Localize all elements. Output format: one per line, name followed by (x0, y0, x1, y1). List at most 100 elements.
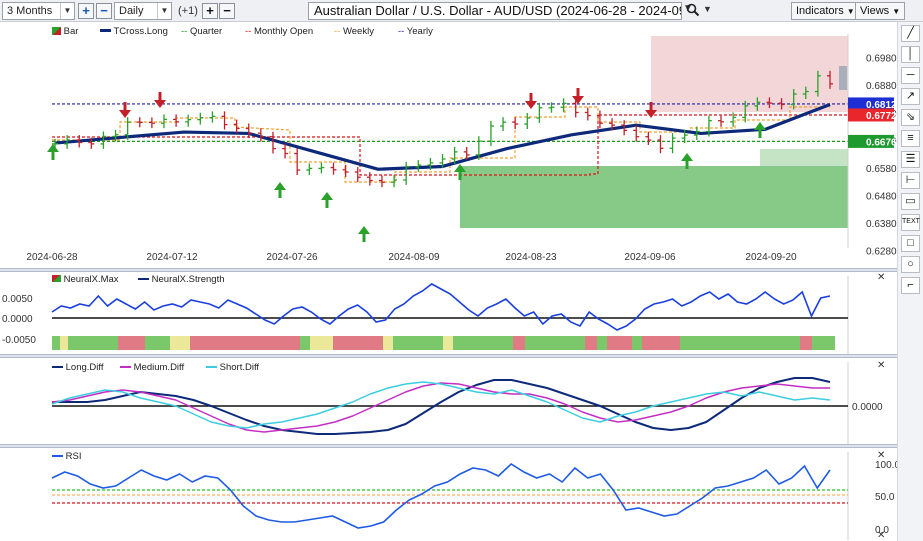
drawing-toolbar: ╱ │ ─ ↗ ⇘ ≡ ☰ ⊢ ▭ TEXT □ ○ ⌐ (897, 22, 923, 541)
buy-arrow-icon (681, 153, 693, 169)
monthly-swatch: -- (245, 26, 252, 37)
views-label: Views (860, 5, 890, 17)
legend-neuralx-strength: NeuralX.Strength (138, 274, 225, 285)
price-badge-bg (848, 108, 894, 122)
neuralx-max-segment (453, 336, 513, 350)
offset-increase-button[interactable]: + (202, 3, 218, 19)
legend-rsi: RSI (52, 451, 81, 462)
legend-weekly: -- Weekly (334, 26, 374, 37)
horizontal-line-tool-icon[interactable]: ─ (901, 67, 920, 84)
price-bar (112, 129, 119, 142)
instrument-title[interactable]: Australian Dollar / U.S. Dollar - AUD/US… (308, 2, 682, 20)
arrow-head (47, 144, 59, 152)
close-icon[interactable]: ✕ (877, 530, 886, 541)
neuralx-max-segment (333, 336, 383, 350)
arrow-head (572, 96, 584, 104)
pitchfork-tool-icon[interactable]: ⊢ (901, 172, 920, 189)
diff-panel[interactable]: 0.0000 (0, 358, 897, 446)
instrument-title-text: Australian Dollar / U.S. Dollar - AUD/US… (314, 3, 682, 18)
legend-neuralx-strength-label: NeuralX.Strength (151, 274, 225, 285)
rsi-panel[interactable]: 100.0 50.0 0.0 (0, 448, 897, 541)
polyline-tool-icon[interactable]: ⌐ (901, 277, 920, 294)
price-bar (487, 121, 494, 147)
rsi-tick-label: 100.0 (875, 460, 897, 471)
long-diff-line (52, 377, 831, 435)
arrow-shaft (278, 189, 282, 198)
neuralx-max-segment (52, 336, 60, 350)
tcross-swatch (100, 29, 111, 32)
yearly-swatch: -- (398, 26, 405, 37)
buy-arrow-icon (47, 144, 59, 160)
arrow-shaft (325, 199, 329, 208)
panel-divider[interactable] (0, 268, 897, 272)
chevron-down-icon: ▼ (892, 7, 901, 16)
price-bar (439, 154, 446, 168)
search-dropdown-icon[interactable]: ▼ (703, 4, 712, 14)
arrow-shaft (362, 233, 366, 242)
legend-quarter: -- Quarter (181, 26, 222, 37)
price-badge: 0.6772 (848, 108, 897, 122)
neuralx-max-segment (170, 336, 190, 350)
legend-monthly: -- Monthly Open (245, 26, 313, 37)
arrow-shaft (529, 93, 533, 102)
buy-arrow-icon (754, 122, 766, 138)
price-bar (76, 135, 83, 148)
vertical-line-tool-icon[interactable]: │ (901, 46, 920, 63)
neuralx-max-segment (443, 336, 453, 350)
ray-tool-icon[interactable]: ↗ (901, 88, 920, 105)
panel-divider[interactable] (0, 444, 897, 448)
close-icon[interactable]: ✕ (877, 272, 886, 283)
zoom-in-button[interactable]: + (78, 3, 94, 19)
ellipse-tool-icon[interactable]: ○ (901, 256, 920, 273)
arrow-shaft (758, 129, 762, 138)
neuralx-tick-label: -0.0050 (2, 335, 36, 346)
date-tick-label: 2024-09-20 (745, 252, 797, 263)
arrow-head (681, 153, 693, 161)
neuralx-strength-line (51, 283, 831, 331)
price-bar (245, 123, 252, 139)
medium-diff-swatch (120, 366, 131, 368)
search-icon[interactable] (686, 3, 700, 20)
support-zone-upper (760, 149, 848, 166)
price-bar (221, 111, 228, 130)
legend-yearly: -- Yearly (398, 26, 433, 37)
period-select[interactable]: 3 Months ▼ (2, 2, 75, 20)
parallel-lines-tool-icon[interactable]: ≡ (901, 130, 920, 147)
legend-quarter-label: Quarter (189, 26, 223, 37)
zoom-out-button[interactable]: − (96, 3, 112, 19)
trendline-tool-icon[interactable]: ╱ (901, 25, 920, 42)
offset-decrease-button[interactable]: − (219, 3, 235, 19)
price-bar (463, 146, 470, 160)
period-select-value: 3 Months (7, 5, 53, 17)
price-badge-bg (848, 134, 894, 148)
fibonacci-tool-icon[interactable]: ☰ (901, 151, 920, 168)
sell-arrow-icon (525, 93, 537, 109)
panel-divider[interactable] (0, 354, 897, 358)
price-bar (148, 117, 155, 129)
price-bar (197, 112, 204, 125)
weekly-swatch: -- (334, 26, 341, 37)
price-tick-label: 0.6280 (866, 246, 897, 257)
rectangle-tool-icon[interactable]: □ (901, 235, 920, 252)
close-icon[interactable]: ✕ (877, 450, 886, 461)
channel-tool-icon[interactable]: ⇘ (901, 109, 920, 126)
arrow-shaft (649, 102, 653, 111)
neuralx-panel[interactable]: 0.0050 0.0000 -0.0050 (0, 272, 897, 356)
price-bar (621, 120, 628, 136)
rsi-tick-label: 50.0 (875, 492, 895, 503)
price-bar (705, 115, 712, 137)
price-bar (257, 128, 264, 142)
buy-arrow-icon (454, 164, 466, 180)
interval-select[interactable]: Daily ▼ (114, 2, 172, 20)
neuralx-max-segment (118, 336, 145, 350)
callout-tool-icon[interactable]: ▭ (901, 193, 920, 210)
close-icon[interactable]: ✕ (877, 360, 886, 371)
price-bar (669, 133, 676, 154)
price-bar (88, 137, 95, 149)
legend-long-diff: Long.Diff (52, 362, 104, 373)
price-chart[interactable]: 0.69800.68800.67800.66800.65800.64800.63… (0, 22, 897, 270)
legend-rsi-label: RSI (65, 451, 82, 462)
text-tool-icon[interactable]: TEXT (901, 214, 920, 231)
indicators-button[interactable]: Indicators ▼ (791, 2, 860, 20)
views-button[interactable]: Views ▼ (855, 2, 906, 20)
